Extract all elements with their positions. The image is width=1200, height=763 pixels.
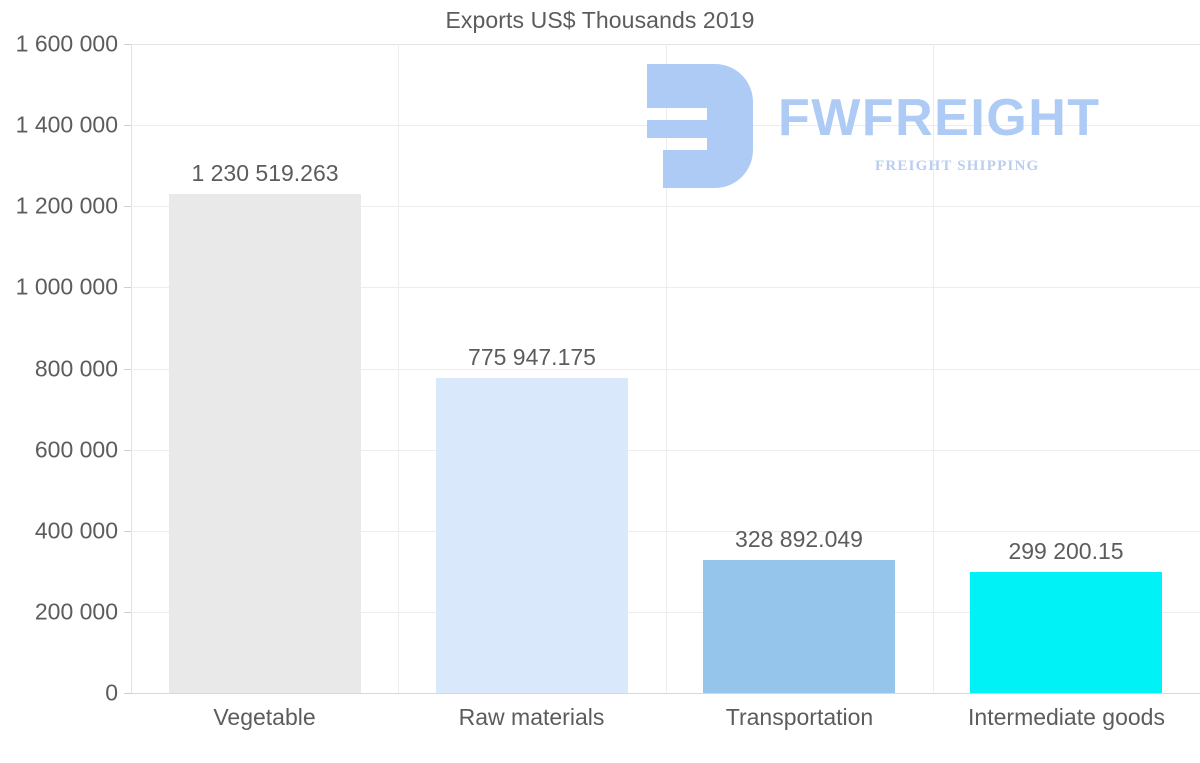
category-separator bbox=[933, 44, 934, 693]
y-axis-tick bbox=[124, 369, 131, 370]
gridline bbox=[131, 531, 1200, 532]
y-axis-tick bbox=[124, 693, 131, 694]
gridline bbox=[131, 206, 1200, 207]
x-axis-label-transportation: Transportation bbox=[725, 704, 874, 730]
gridline bbox=[131, 693, 1200, 694]
y-axis-tick-label: 600 000 bbox=[34, 436, 118, 463]
plot-area: 1 230 519.263 775 947.175 328 892.049 299 2… bbox=[131, 44, 1200, 694]
gridline bbox=[131, 369, 1200, 370]
bar-value-label: 328 892.049 bbox=[735, 526, 863, 552]
y-axis-tick-label: 400 000 bbox=[34, 517, 118, 544]
gridline bbox=[131, 287, 1200, 288]
y-axis-tick-label: 0 bbox=[105, 679, 118, 706]
gridline bbox=[131, 450, 1200, 451]
gridline bbox=[131, 612, 1200, 613]
y-axis-tick bbox=[124, 44, 131, 45]
bar-value-label: 1 230 519.263 bbox=[191, 160, 339, 186]
category-separator bbox=[398, 44, 399, 693]
y-axis-tick bbox=[124, 206, 131, 207]
bar-vegetable[interactable] bbox=[169, 194, 361, 693]
x-axis-label-raw-materials: Raw materials bbox=[458, 704, 605, 730]
x-axis-label-vegetable: Vegetable bbox=[213, 704, 316, 730]
category-separator bbox=[666, 44, 667, 693]
chart-title: Exports US$ Thousands 2019 bbox=[445, 7, 755, 33]
bar-raw-materials[interactable] bbox=[436, 378, 628, 693]
y-axis-tick-label: 1 600 000 bbox=[15, 30, 118, 57]
y-axis-tick-label: 200 000 bbox=[34, 598, 118, 625]
y-axis-tick bbox=[124, 125, 131, 126]
bar-intermediate-goods[interactable] bbox=[970, 572, 1162, 693]
y-axis-tick bbox=[124, 612, 131, 613]
y-axis-tick-label: 1 200 000 bbox=[15, 192, 118, 219]
bar-transportation[interactable] bbox=[703, 560, 895, 693]
y-axis-tick bbox=[124, 531, 131, 532]
bar-value-label: 775 947.175 bbox=[468, 344, 596, 370]
gridline bbox=[131, 44, 1200, 45]
y-axis-tick-label: 1 400 000 bbox=[15, 111, 118, 138]
bar-value-label: 299 200.15 bbox=[1008, 538, 1124, 564]
x-axis-label-intermediate-goods: Intermediate goods bbox=[968, 704, 1165, 730]
y-axis-tick bbox=[124, 287, 131, 288]
y-axis-tick-label: 1 000 000 bbox=[15, 273, 118, 300]
y-axis-tick-label: 800 000 bbox=[34, 355, 118, 382]
y-axis-tick bbox=[124, 450, 131, 451]
